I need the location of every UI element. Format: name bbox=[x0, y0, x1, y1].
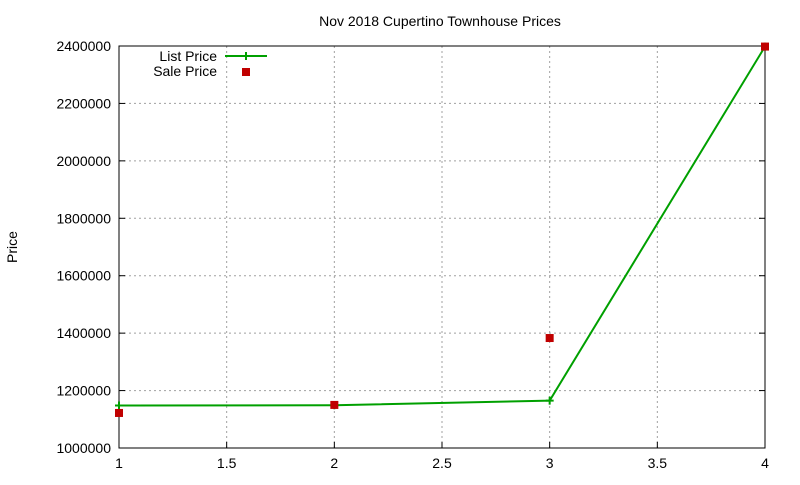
list-price-marker bbox=[115, 401, 123, 410]
list-price-marker bbox=[545, 396, 554, 405]
y-tick-label: 2000000 bbox=[56, 153, 111, 169]
legend-swatch-list-price bbox=[225, 52, 267, 60]
sale-price-marker bbox=[545, 334, 554, 343]
y-tick-label: 1800000 bbox=[56, 210, 111, 226]
x-tick-label: 3.5 bbox=[648, 455, 668, 471]
x-tick-label: 4 bbox=[761, 455, 769, 471]
x-tick-label: 2.5 bbox=[432, 455, 452, 471]
legend-swatch-sale-price bbox=[242, 68, 250, 76]
legend-label-list-price: List Price bbox=[159, 48, 217, 64]
x-tick-label: 1 bbox=[115, 455, 123, 471]
x-tick-label: 3 bbox=[546, 455, 554, 471]
y-tick-label: 1600000 bbox=[56, 268, 111, 284]
y-tick-label: 1200000 bbox=[56, 383, 111, 399]
y-tick-label: 2200000 bbox=[56, 95, 111, 111]
list-price-line bbox=[118, 46, 766, 407]
sale-price-marker bbox=[115, 408, 123, 417]
sale-price-marker bbox=[330, 400, 339, 409]
y-axis-label: Price bbox=[4, 231, 20, 263]
x-tick-label: 1.5 bbox=[217, 455, 237, 471]
y-tick-label: 1000000 bbox=[56, 440, 111, 456]
chart-title: Nov 2018 Cupertino Townhouse Prices bbox=[319, 13, 561, 29]
sale-price-marker bbox=[761, 42, 769, 51]
y-tick-label: 1400000 bbox=[56, 325, 111, 341]
legend-label-sale-price: Sale Price bbox=[153, 63, 217, 79]
plot-frame bbox=[118, 45, 766, 449]
y-tick-label: 2400000 bbox=[56, 38, 111, 54]
x-tick-label: 2 bbox=[330, 455, 338, 471]
